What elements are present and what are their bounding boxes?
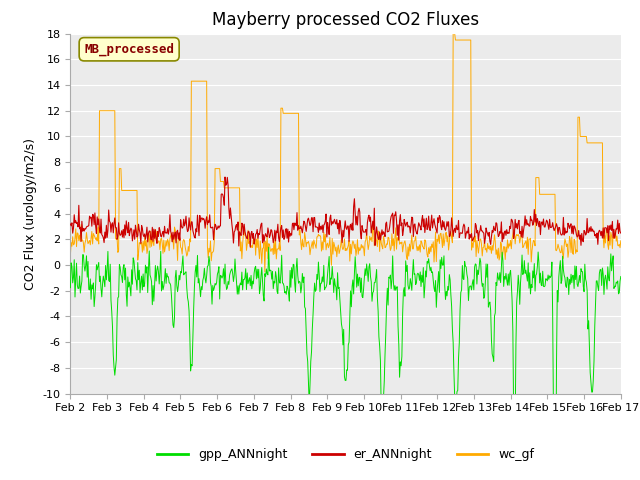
Title: Mayberry processed CO2 Fluxes: Mayberry processed CO2 Fluxes	[212, 11, 479, 29]
Y-axis label: CO2 Flux (urology/m2/s): CO2 Flux (urology/m2/s)	[24, 138, 37, 289]
Text: MB_processed: MB_processed	[84, 43, 174, 56]
Legend: gpp_ANNnight, er_ANNnight, wc_gf: gpp_ANNnight, er_ANNnight, wc_gf	[152, 443, 540, 466]
